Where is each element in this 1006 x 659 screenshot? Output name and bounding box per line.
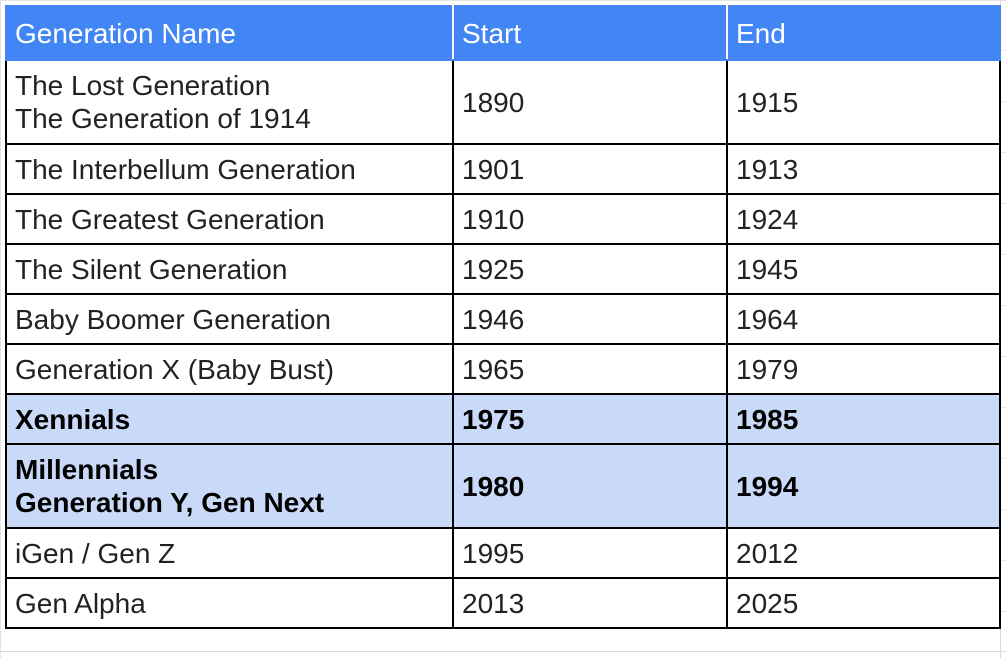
- table-row: The Silent Generation 1925 1945: [5, 243, 1001, 295]
- table-body: The Lost Generation The Generation of 19…: [5, 59, 1001, 629]
- table-row: The Greatest Generation 1910 1924: [5, 193, 1001, 245]
- cell-end[interactable]: 1924: [726, 193, 1001, 245]
- cell-generation-name[interactable]: The Interbellum Generation: [5, 143, 454, 195]
- table-row: Generation X (Baby Bust) 1965 1979: [5, 343, 1001, 395]
- cell-end[interactable]: 1915: [726, 59, 1001, 145]
- cell-end[interactable]: 2025: [726, 577, 1001, 629]
- spreadsheet-gridline-right: [1000, 0, 1006, 658]
- spreadsheet-gridline-bottom: [0, 651, 1006, 659]
- cell-end[interactable]: 1985: [726, 393, 1001, 445]
- cell-end[interactable]: 1994: [726, 443, 1001, 529]
- cell-generation-name[interactable]: The Greatest Generation: [5, 193, 454, 245]
- cell-end[interactable]: 1964: [726, 293, 1001, 345]
- cell-start[interactable]: 1901: [452, 143, 728, 195]
- table-row: The Lost Generation The Generation of 19…: [5, 59, 1001, 145]
- generations-table: Generation Name Start End The Lost Gener…: [5, 5, 1001, 629]
- cell-name-line: Millennials: [15, 454, 159, 485]
- cell-name-line: Generation Y, Gen Next: [15, 487, 325, 518]
- cell-end[interactable]: 1979: [726, 343, 1001, 395]
- header-start[interactable]: Start: [452, 5, 728, 61]
- table-row: Baby Boomer Generation 1946 1964: [5, 293, 1001, 345]
- cell-end[interactable]: 1913: [726, 143, 1001, 195]
- cell-generation-name[interactable]: Gen Alpha: [5, 577, 454, 629]
- cell-generation-name[interactable]: Millennials Generation Y, Gen Next: [5, 443, 454, 529]
- header-row: Generation Name Start End: [5, 5, 1001, 61]
- cell-name-line: The Lost Generation: [15, 70, 271, 101]
- cell-start[interactable]: 1946: [452, 293, 728, 345]
- cell-start[interactable]: 1980: [452, 443, 728, 529]
- table-row-highlighted: Millennials Generation Y, Gen Next 1980 …: [5, 443, 1001, 529]
- table-header: Generation Name Start End: [5, 5, 1001, 61]
- header-generation-name[interactable]: Generation Name: [5, 5, 454, 61]
- table-row: The Interbellum Generation 1901 1913: [5, 143, 1001, 195]
- cell-end[interactable]: 1945: [726, 243, 1001, 295]
- cell-generation-name[interactable]: Generation X (Baby Bust): [5, 343, 454, 395]
- cell-start[interactable]: 1995: [452, 527, 728, 579]
- cell-generation-name[interactable]: Baby Boomer Generation: [5, 293, 454, 345]
- cell-generation-name[interactable]: The Lost Generation The Generation of 19…: [5, 59, 454, 145]
- cell-start[interactable]: 1910: [452, 193, 728, 245]
- table-row: iGen / Gen Z 1995 2012: [5, 527, 1001, 579]
- cell-start[interactable]: 1975: [452, 393, 728, 445]
- cell-generation-name[interactable]: The Silent Generation: [5, 243, 454, 295]
- cell-start[interactable]: 1925: [452, 243, 728, 295]
- table-row: Gen Alpha 2013 2025: [5, 577, 1001, 629]
- cell-start[interactable]: 1890: [452, 59, 728, 145]
- cell-start[interactable]: 1965: [452, 343, 728, 395]
- cell-start[interactable]: 2013: [452, 577, 728, 629]
- cell-name-line: The Generation of 1914: [15, 103, 311, 134]
- cell-end[interactable]: 2012: [726, 527, 1001, 579]
- table-row-highlighted: Xennials 1975 1985: [5, 393, 1001, 445]
- cell-generation-name[interactable]: Xennials: [5, 393, 454, 445]
- cell-generation-name[interactable]: iGen / Gen Z: [5, 527, 454, 579]
- header-end[interactable]: End: [726, 5, 1001, 61]
